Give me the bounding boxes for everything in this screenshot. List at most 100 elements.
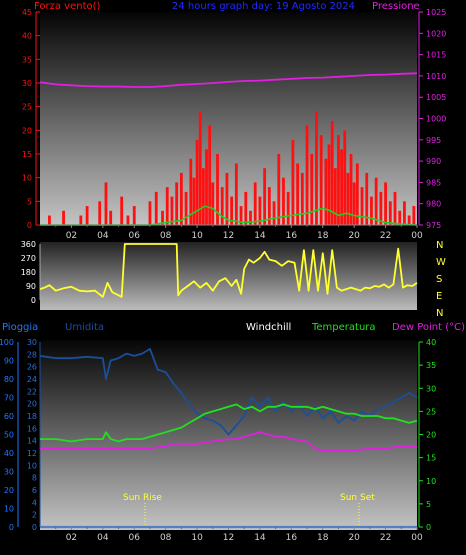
humidity-axis-title: Umidita [65, 322, 104, 333]
wind-speed-bar [62, 210, 65, 225]
pressure-axis-label: 990 [426, 157, 441, 166]
x-tick-label: 14 [254, 231, 266, 241]
humidity-axis-label: 26 [27, 363, 37, 372]
humidity-line [39, 347, 418, 436]
x-tick-label: 02 [66, 231, 77, 241]
x-tick-label: 06 [129, 533, 141, 543]
wind-direction-line [39, 243, 418, 298]
wind-speed-bar [211, 182, 215, 225]
pressure-axis-label: 1010 [426, 72, 446, 81]
wind-speed-bar [225, 172, 229, 225]
wind-speed-bar [267, 187, 271, 225]
wind-speed-bar [249, 210, 252, 225]
wind-speed-bar [148, 201, 152, 225]
humidity-axis-label: 10 [27, 461, 37, 470]
wind-speed-bar [165, 187, 169, 225]
wind-speed-bar [277, 154, 281, 225]
wind-axis-label: 40 [22, 32, 32, 41]
wind-speed-bar [374, 177, 378, 225]
wind-speed-bar [379, 191, 383, 225]
wind-speed-bar [216, 154, 219, 225]
wind-speed-bar [109, 210, 113, 225]
wind-speed-bar [263, 168, 267, 225]
humidity-axis-label: 6 [32, 486, 37, 495]
wind-speed-bar [48, 215, 51, 225]
temperature-axis-label: 0 [426, 523, 431, 532]
wind-speed-bar [343, 130, 347, 225]
temperature-axis-label: 10 [426, 477, 436, 486]
wind-pressure-plot-area [40, 12, 417, 225]
temperature-title: Temperatura [311, 322, 376, 333]
wind-axis-label: 30 [22, 79, 32, 88]
wind-speed-bar [324, 158, 328, 225]
humidity-axis-label: 4 [32, 498, 37, 507]
wind-speed-bar [120, 196, 124, 225]
pressure-axis-label: 1000 [426, 115, 446, 124]
wind-axis-label: 10 [22, 174, 32, 183]
direction-axis-label: 360 [21, 240, 36, 249]
wind-speed-bar [388, 201, 392, 225]
direction-axis-label: 180 [21, 268, 36, 277]
humidity-axis-label: 16 [27, 424, 37, 433]
graph-title: 24 hours graph day: 19 Agosto 2024 [172, 1, 355, 12]
dewpoint-title: Dew Point (°C) [392, 322, 465, 333]
wind-gust-line [40, 205, 418, 226]
wind-axis-title: Forza vento() [34, 1, 101, 12]
wind-speed-bar [198, 111, 202, 225]
wind-axis-label: 25 [22, 103, 32, 112]
x-tick-label: 08 [160, 533, 172, 543]
rain-axis-label: 0 [9, 523, 14, 532]
wind-speed-bar [192, 177, 196, 225]
direction-axis-label: 0 [31, 296, 36, 305]
wind-speed-bar [154, 191, 158, 225]
wind-speed-bar [398, 210, 402, 225]
wind-axis-label: 0 [27, 221, 32, 230]
pressure-axis-label: 980 [426, 200, 441, 209]
humidity-axis-label: 22 [27, 387, 37, 396]
wind-speed-bar [319, 135, 323, 225]
temperature-axis-label: 40 [426, 338, 436, 347]
rain-axis-label: 60 [4, 412, 14, 421]
dewpoint-line [40, 431, 417, 452]
wind-speed-bar [286, 191, 290, 225]
wind-speed-bar [355, 163, 359, 225]
wind-speed-bar [161, 210, 164, 225]
wind-speed-bar [98, 201, 102, 225]
wind-speed-bar [346, 172, 350, 225]
wind-speed-bar [179, 172, 183, 225]
wind-speed-bar [234, 163, 238, 225]
pressure-axis-label: 995 [426, 136, 441, 145]
x-tick-label: 10 [191, 231, 203, 241]
wind-axis-label: 45 [22, 8, 32, 17]
rain-axis-label: 90 [4, 357, 14, 366]
sunset-label: Sun Set [340, 493, 375, 503]
x-tick-label: 12 [223, 231, 234, 241]
pressure-axis-title: Pressione [372, 1, 420, 12]
humidity-axis-label: 30 [27, 338, 37, 347]
temperature-line [40, 403, 418, 443]
x-tick-label: 10 [191, 533, 203, 543]
x-tick-label: 14 [254, 533, 266, 543]
wind-speed-bar [315, 111, 318, 225]
wind-speed-bar [333, 168, 337, 225]
wind-speed-bar [296, 163, 300, 225]
x-tick-label: 04 [97, 231, 109, 241]
x-tick-label: 00 [411, 231, 423, 241]
wind-speed-bar [300, 172, 304, 225]
rain-axis-label: 70 [4, 394, 14, 403]
rain-axis-title: Pioggia [2, 322, 38, 333]
humidity-axis-label: 14 [27, 437, 37, 446]
temperature-axis-label: 20 [426, 431, 436, 440]
wind-speed-bar [393, 191, 397, 225]
temperature-axis-label: 5 [426, 500, 431, 509]
direction-axis-label: 90 [26, 282, 36, 291]
rain-axis-label: 30 [4, 468, 14, 477]
wind-speed-bar [349, 154, 353, 225]
wind-speed-bar [282, 177, 285, 225]
x-tick-label: 20 [348, 231, 360, 241]
x-tick-label: 08 [160, 231, 172, 241]
wind-speed-bar [370, 196, 373, 225]
pressure-axis-label: 1015 [426, 51, 446, 60]
wind-axis-label: 5 [27, 197, 32, 206]
